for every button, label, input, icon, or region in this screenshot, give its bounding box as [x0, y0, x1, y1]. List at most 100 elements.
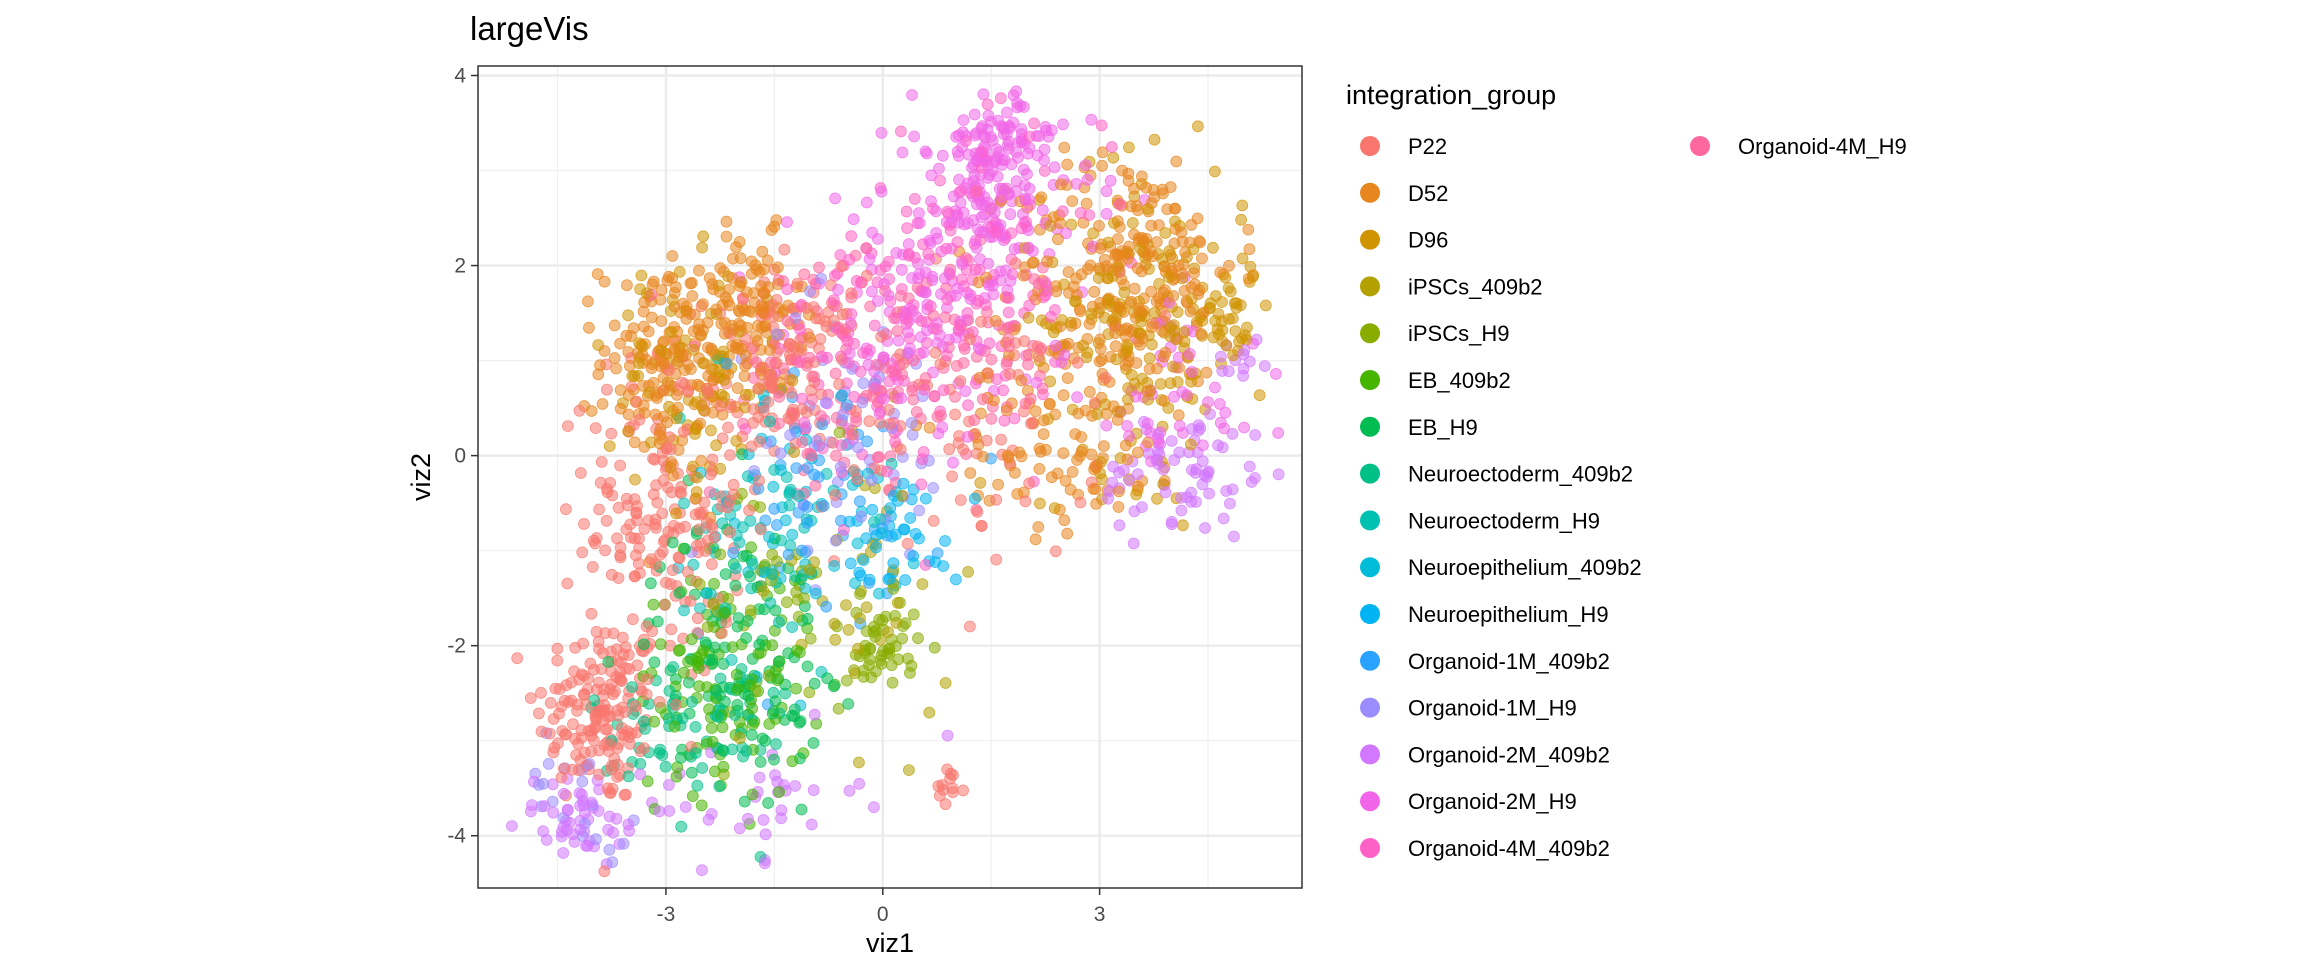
data-point [714, 462, 727, 475]
data-point [624, 518, 636, 531]
data-point [538, 800, 551, 812]
data-point [1038, 165, 1051, 177]
data-point [756, 245, 769, 258]
data-point [648, 715, 661, 728]
data-point [866, 285, 878, 298]
data-point [796, 402, 809, 415]
data-point [916, 453, 929, 466]
data-point [1239, 329, 1251, 342]
data-point [583, 321, 595, 334]
data-point [1051, 467, 1064, 480]
data-point [675, 751, 687, 764]
data-point [655, 315, 668, 328]
data-point [680, 300, 693, 313]
data-point [682, 385, 695, 398]
data-point [968, 492, 981, 505]
data-point [738, 795, 751, 808]
data-point [1074, 207, 1087, 219]
data-point [706, 558, 718, 571]
data-point [982, 159, 994, 172]
data-point [790, 462, 803, 475]
data-point [1128, 228, 1140, 241]
data-point [567, 718, 579, 731]
data-point [544, 697, 557, 709]
data-point [533, 707, 545, 720]
data-point [891, 597, 904, 609]
data-point [701, 621, 714, 633]
data-point [720, 230, 733, 243]
data-point [1048, 161, 1061, 174]
data-point [801, 612, 814, 625]
data-point [719, 291, 732, 304]
data-point [686, 790, 699, 802]
data-point [607, 627, 620, 640]
data-point [578, 518, 590, 530]
data-point [980, 434, 993, 447]
data-point [551, 654, 564, 667]
data-point [551, 642, 564, 655]
data-point [769, 695, 782, 708]
data-point [1190, 463, 1203, 476]
data-point [593, 503, 605, 516]
data-point [1242, 223, 1255, 236]
data-point [589, 710, 602, 723]
legend-label: P22 [1408, 134, 1447, 159]
data-point [1071, 391, 1083, 404]
data-point [977, 88, 990, 101]
data-point [906, 381, 919, 394]
data-point [1213, 398, 1226, 410]
data-point [730, 668, 743, 681]
data-point [1088, 285, 1100, 298]
data-point [857, 346, 869, 359]
data-point [650, 522, 662, 534]
data-point [949, 408, 961, 421]
data-point [1109, 340, 1122, 353]
data-point [861, 435, 873, 448]
data-point [1107, 313, 1120, 326]
data-point [621, 279, 633, 292]
data-point [790, 682, 802, 695]
data-point [695, 329, 707, 342]
data-point [1074, 496, 1087, 509]
data-point [658, 357, 670, 370]
data-point [868, 319, 881, 332]
data-point [985, 412, 998, 425]
data-point [668, 343, 681, 355]
data-point [1237, 369, 1249, 382]
data-point [1167, 290, 1180, 302]
data-point [778, 243, 791, 256]
data-point [1113, 301, 1126, 314]
data-point [584, 657, 597, 670]
data-point [906, 89, 918, 101]
data-point [736, 521, 749, 534]
data-point [813, 261, 825, 274]
data-point [1075, 268, 1088, 281]
data-point [727, 323, 740, 336]
data-point [689, 747, 702, 759]
legend: P22 D52 D96 iPSCs_409b2 iPSCs_H9 EB_409b2 EB_H… [1360, 134, 1907, 861]
data-point [791, 277, 804, 290]
data-point [670, 507, 682, 520]
data-point [954, 196, 967, 209]
data-point [748, 465, 760, 477]
data-point [673, 587, 686, 599]
data-point [679, 364, 691, 377]
data-point [1216, 441, 1229, 454]
data-point [673, 265, 686, 278]
legend-label: D52 [1408, 181, 1448, 206]
data-point [795, 544, 808, 557]
data-point [961, 430, 974, 443]
data-point [1098, 440, 1110, 453]
data-point [830, 449, 842, 462]
data-point [1049, 545, 1062, 558]
data-point [794, 323, 806, 336]
data-point [607, 826, 619, 839]
data-point [674, 485, 687, 498]
data-point [896, 146, 909, 159]
data-point [1081, 173, 1094, 186]
data-point [610, 362, 622, 375]
data-point [733, 822, 746, 835]
data-point [833, 426, 846, 439]
data-point [640, 688, 653, 701]
legend-key [1360, 182, 1380, 203]
